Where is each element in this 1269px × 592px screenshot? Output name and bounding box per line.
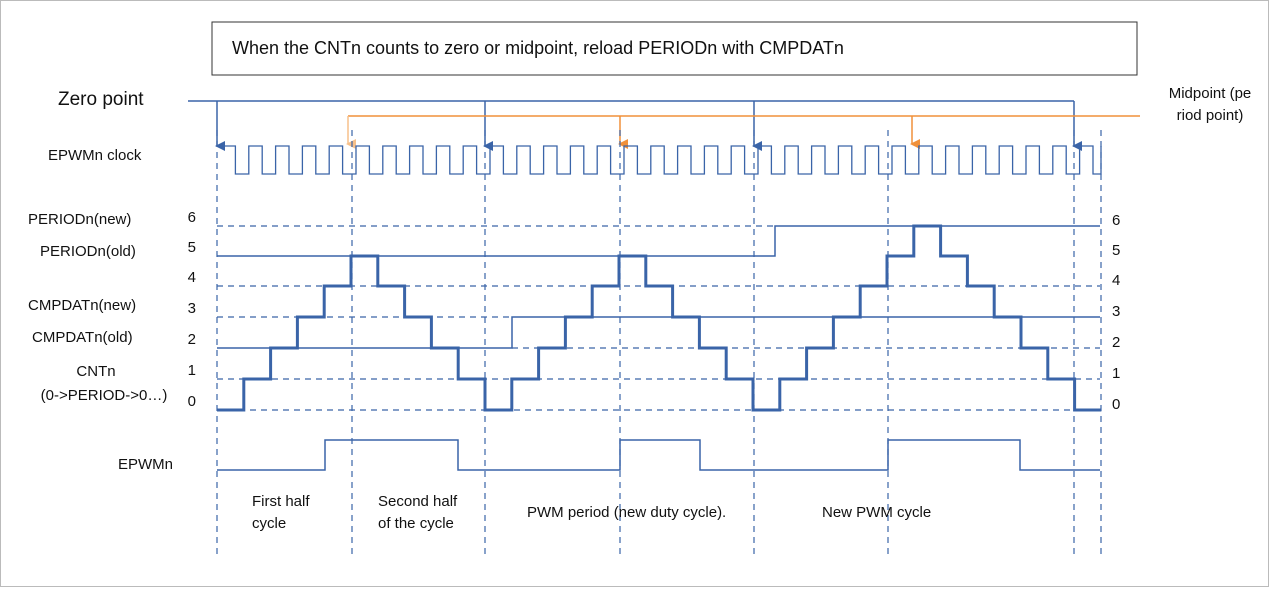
reload-arrows xyxy=(188,100,1140,151)
level-label: 2 xyxy=(188,331,196,348)
phase-label: cycle xyxy=(252,515,286,532)
level-label: 1 xyxy=(1112,365,1120,382)
level-label: 5 xyxy=(1112,242,1120,259)
level-label: 6 xyxy=(1112,212,1120,229)
level-label: 3 xyxy=(188,300,196,317)
level-label: 5 xyxy=(188,239,196,256)
zero-label: Zero point xyxy=(58,89,144,110)
signal-label: CNTn xyxy=(76,363,115,380)
level-label: 6 xyxy=(188,209,196,226)
level-label: 2 xyxy=(1112,334,1120,351)
phase-label: New PWM cycle xyxy=(822,504,931,521)
phase-label: of the cycle xyxy=(378,515,454,532)
phase-label: Second half xyxy=(378,493,458,510)
signal-label: PERIODn(new) xyxy=(28,211,131,228)
level-label: 3 xyxy=(1112,303,1120,320)
signal-label: (0->PERIOD->0…) xyxy=(41,387,168,404)
phase-label: First half xyxy=(252,493,310,510)
title-box xyxy=(211,21,1138,76)
level-label: 4 xyxy=(188,269,196,286)
level-label: 0 xyxy=(188,393,196,410)
level-label: 4 xyxy=(1112,272,1120,289)
title: When the CNTn counts to zero or midpoint… xyxy=(232,38,844,58)
level-lines xyxy=(216,130,1102,555)
counter-steps xyxy=(217,224,1102,412)
level-label: 1 xyxy=(188,362,196,379)
mid-label: riod point) xyxy=(1177,107,1244,124)
signal-label: EPWMn xyxy=(118,456,173,473)
signal-label: EPWMn clock xyxy=(48,147,142,164)
signal-label: CMPDATn(new) xyxy=(28,297,136,314)
clock-wave xyxy=(222,145,1102,175)
signal-label: CMPDATn(old) xyxy=(32,329,133,346)
phase-label: PWM period (new duty cycle). xyxy=(527,504,726,521)
level-label: 0 xyxy=(1112,396,1120,413)
mid-label: Midpoint (pe xyxy=(1169,85,1252,102)
signal-label: PERIODn(old) xyxy=(40,243,136,260)
epwm-wave xyxy=(217,439,1100,471)
